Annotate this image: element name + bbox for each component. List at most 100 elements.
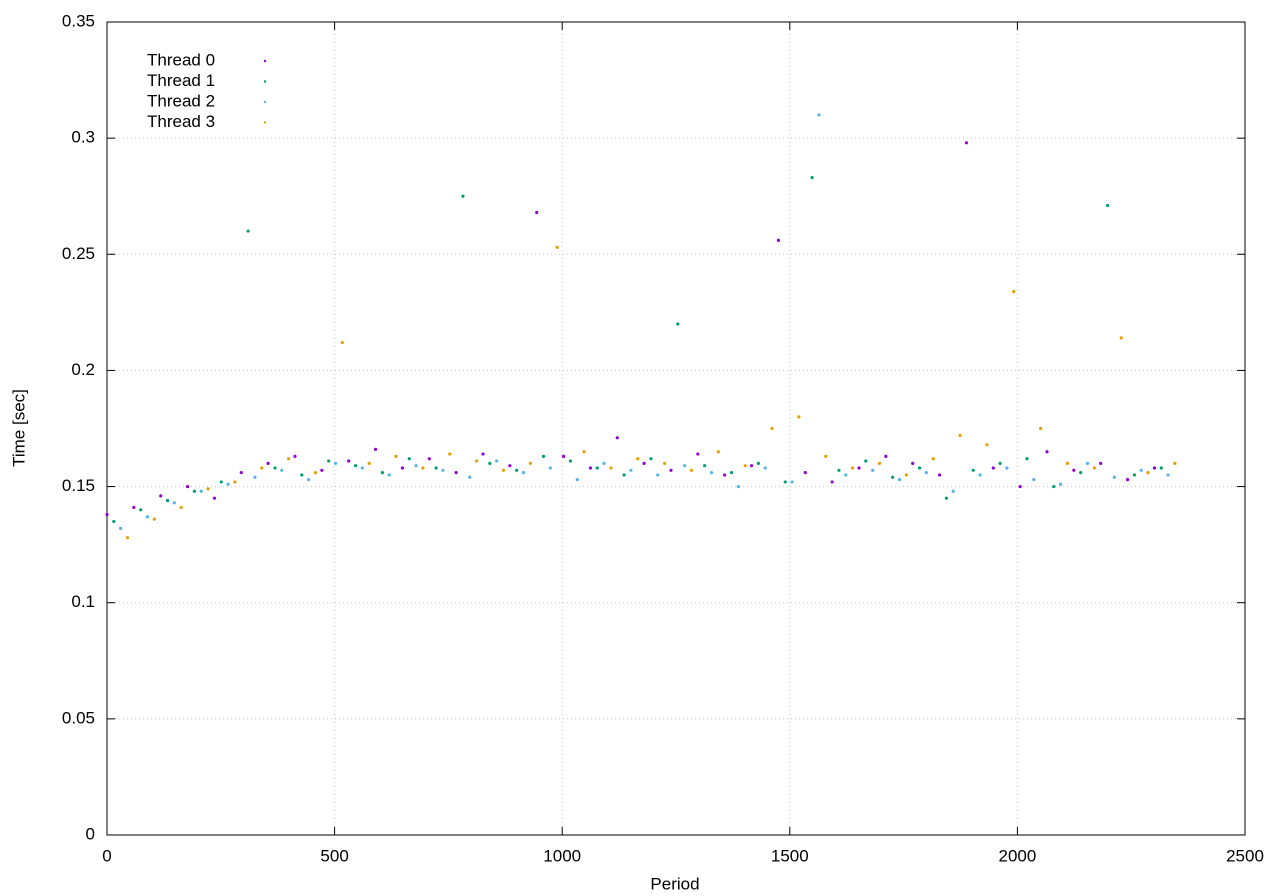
point	[441, 468, 445, 472]
legend-label: Thread 1	[147, 71, 215, 90]
y-tick-label: 0.3	[71, 128, 95, 147]
point	[535, 210, 539, 215]
point	[226, 482, 230, 486]
point	[1018, 484, 1022, 489]
point	[165, 498, 170, 503]
y-tick-label: 0.05	[62, 708, 95, 727]
point	[515, 468, 519, 472]
point	[313, 471, 318, 475]
point	[468, 475, 472, 479]
point	[347, 459, 351, 463]
point	[333, 461, 338, 465]
point	[810, 176, 814, 180]
point	[971, 468, 975, 472]
point	[723, 473, 727, 477]
point	[944, 496, 948, 500]
point	[427, 457, 431, 461]
point	[830, 480, 834, 484]
point	[280, 468, 284, 472]
point	[1132, 473, 1136, 477]
point	[696, 452, 700, 456]
point	[756, 461, 760, 465]
x-tick-label: 0	[102, 846, 111, 865]
point	[743, 464, 747, 468]
point	[615, 436, 619, 440]
point	[1152, 466, 1157, 470]
point	[561, 454, 566, 458]
point	[320, 468, 324, 472]
point	[985, 443, 989, 447]
point	[454, 471, 458, 475]
point	[152, 517, 156, 521]
point	[622, 473, 626, 477]
point	[300, 473, 304, 477]
point	[253, 475, 257, 479]
point	[857, 466, 861, 470]
point	[407, 457, 411, 461]
point	[448, 452, 452, 456]
point	[394, 454, 398, 458]
point	[964, 141, 969, 145]
point	[783, 480, 787, 484]
point	[1105, 203, 1110, 208]
point	[548, 466, 552, 470]
legend-label: Thread 3	[147, 112, 215, 131]
point	[360, 466, 364, 470]
x-axis-label: Period	[650, 874, 699, 893]
point	[1032, 478, 1036, 482]
point	[642, 461, 646, 465]
point	[1099, 461, 1103, 465]
point	[1012, 289, 1016, 294]
point	[1072, 468, 1076, 472]
point	[924, 471, 928, 475]
x-tick-label: 2000	[998, 846, 1036, 865]
point	[1025, 457, 1029, 461]
point	[1173, 461, 1177, 465]
point	[837, 468, 841, 472]
point	[703, 464, 707, 468]
y-tick-label: 0.15	[62, 476, 95, 495]
point	[1039, 426, 1043, 431]
legend-label: Thread 0	[147, 50, 215, 69]
point	[931, 457, 935, 461]
point	[951, 489, 955, 493]
point	[145, 515, 150, 519]
point	[709, 471, 714, 475]
point	[1065, 461, 1070, 465]
point	[763, 466, 767, 470]
point	[991, 466, 995, 470]
point	[797, 415, 801, 419]
point	[1059, 482, 1063, 486]
point	[851, 466, 855, 470]
point	[112, 519, 116, 524]
point	[119, 526, 123, 530]
point	[1079, 471, 1083, 475]
point	[353, 464, 358, 468]
point	[461, 194, 465, 198]
y-tick-label: 0.2	[71, 360, 95, 379]
point	[998, 461, 1002, 465]
point	[716, 450, 720, 454]
point	[649, 457, 653, 461]
point	[904, 473, 908, 477]
point	[434, 466, 438, 470]
point	[776, 238, 781, 242]
point	[495, 459, 499, 463]
point	[528, 461, 532, 465]
point	[246, 229, 250, 233]
point	[541, 454, 546, 458]
point	[937, 473, 942, 477]
point	[911, 461, 915, 465]
point	[629, 468, 633, 472]
point	[790, 480, 794, 484]
point	[568, 459, 572, 463]
x-tick-label: 2500	[1226, 846, 1264, 865]
point	[139, 508, 143, 512]
legend-label: Thread 2	[147, 91, 215, 110]
point	[891, 475, 895, 479]
plot-frame	[106, 21, 1246, 836]
point	[917, 466, 922, 470]
point	[273, 466, 277, 470]
point	[736, 484, 740, 489]
point	[233, 480, 237, 484]
